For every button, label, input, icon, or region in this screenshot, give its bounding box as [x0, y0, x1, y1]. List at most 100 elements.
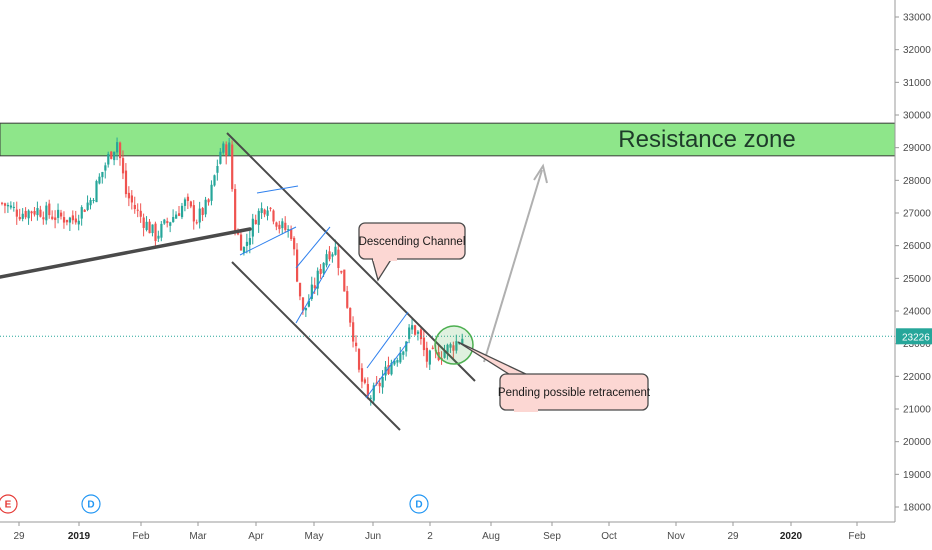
callout-text: Descending Channel [359, 236, 466, 248]
y-axis: 33000 32000 31000 30000 29000 28000 27000 26000… [894, 0, 932, 522]
candle-body [186, 196, 190, 201]
candle-body [405, 341, 408, 352]
callout-text: Pending possible retracement [498, 387, 651, 399]
candle-body [446, 344, 449, 353]
candle-body [461, 338, 464, 345]
candle-body [42, 217, 45, 220]
candle-body [207, 199, 210, 203]
candle-body [57, 209, 60, 218]
candle-body [452, 345, 455, 351]
candle-body [455, 341, 458, 351]
candle-body [139, 210, 142, 217]
x-tick-label: May [305, 531, 324, 542]
candle-body [130, 195, 133, 203]
channel-lower-line [231, 261, 401, 431]
candle-body [331, 254, 334, 257]
candle-body [92, 199, 95, 201]
candle-body [104, 165, 107, 171]
candle-body [366, 384, 369, 397]
x-axis: 29 2019 Feb Mar Apr May Jun 2 Aug Sep Oct Nov 29 2020… [0, 521, 895, 542]
candle-body [80, 207, 83, 219]
candle-body [449, 344, 452, 348]
candle-body [372, 385, 375, 401]
candle-body [352, 322, 355, 342]
channel-upper-line [226, 132, 476, 382]
retracement-circle [434, 325, 474, 365]
candle-body [51, 216, 54, 220]
candle-body [237, 232, 240, 235]
candle-body [136, 209, 139, 211]
x-tick-label: Feb [132, 531, 150, 542]
candle-body [30, 211, 33, 214]
candle-body [74, 218, 77, 223]
x-tick-label: 2020 [780, 531, 803, 542]
candle-body [222, 143, 225, 153]
candle-body [1, 202, 4, 204]
candle-body [443, 350, 446, 358]
candle-body [428, 350, 431, 365]
candle-body [263, 209, 266, 215]
candle-body [396, 360, 399, 363]
candle-body [278, 224, 281, 230]
candle-body [340, 270, 343, 273]
x-tick-label: 29 [13, 531, 25, 542]
candle-body [390, 362, 393, 375]
x-tick-label: Mar [189, 531, 207, 542]
candle-body [201, 208, 204, 216]
y-tick-label: 27000 [903, 209, 931, 220]
candle-body [416, 331, 420, 334]
candle-body [269, 207, 272, 209]
y-tick-label: 26000 [903, 241, 931, 252]
candle-body [27, 210, 30, 219]
candle-body [62, 217, 66, 223]
candle-body [316, 270, 319, 289]
candle-body [363, 379, 367, 383]
last-price-tag-label: 23226 [902, 332, 930, 343]
y-tick-label: 23000 [903, 339, 931, 350]
x-tick-label: 2019 [68, 531, 91, 542]
candle-body [275, 222, 278, 227]
y-tick-label: 21000 [903, 405, 931, 416]
candle-body [355, 342, 358, 347]
candle-body [145, 221, 148, 230]
candle-body [33, 210, 36, 215]
y-tick-label: 19000 [903, 470, 931, 481]
mini-channel-line [295, 263, 331, 324]
mini-channel-line [366, 311, 409, 369]
callout-joint [373, 255, 397, 261]
projection-arrow-line [483, 169, 543, 363]
projection-arrow-head [533, 163, 548, 184]
x-tick-label: Feb [848, 531, 866, 542]
x-tick-label: Jun [365, 531, 381, 542]
candle-body [349, 307, 352, 323]
candle-body [60, 212, 63, 217]
candle-body [192, 205, 195, 222]
candle-body [248, 238, 251, 245]
candle-body [334, 246, 337, 255]
candle-body [411, 325, 414, 330]
candle-body [319, 268, 322, 274]
candle-body [304, 307, 308, 311]
candle-body [425, 347, 428, 362]
candle-body [71, 215, 74, 221]
candle-body [204, 199, 207, 215]
candle-body [54, 217, 57, 221]
candle-body [251, 218, 254, 237]
event-marker-label: E [5, 500, 12, 511]
candle-body [284, 222, 287, 230]
candle-body [24, 210, 27, 218]
candle-body [381, 376, 384, 388]
y-tick-label: 30000 [903, 111, 931, 122]
y-tick-label: 24000 [903, 307, 931, 318]
event-marker-label: D [415, 500, 422, 511]
callout-box [499, 373, 649, 411]
resistance-zone-layer: Resistance zone [0, 122, 896, 157]
mini-channel-line [295, 226, 331, 269]
candle-body [234, 188, 237, 234]
candle-body [322, 262, 325, 274]
candle-body [219, 151, 222, 164]
candle-body [260, 208, 263, 213]
